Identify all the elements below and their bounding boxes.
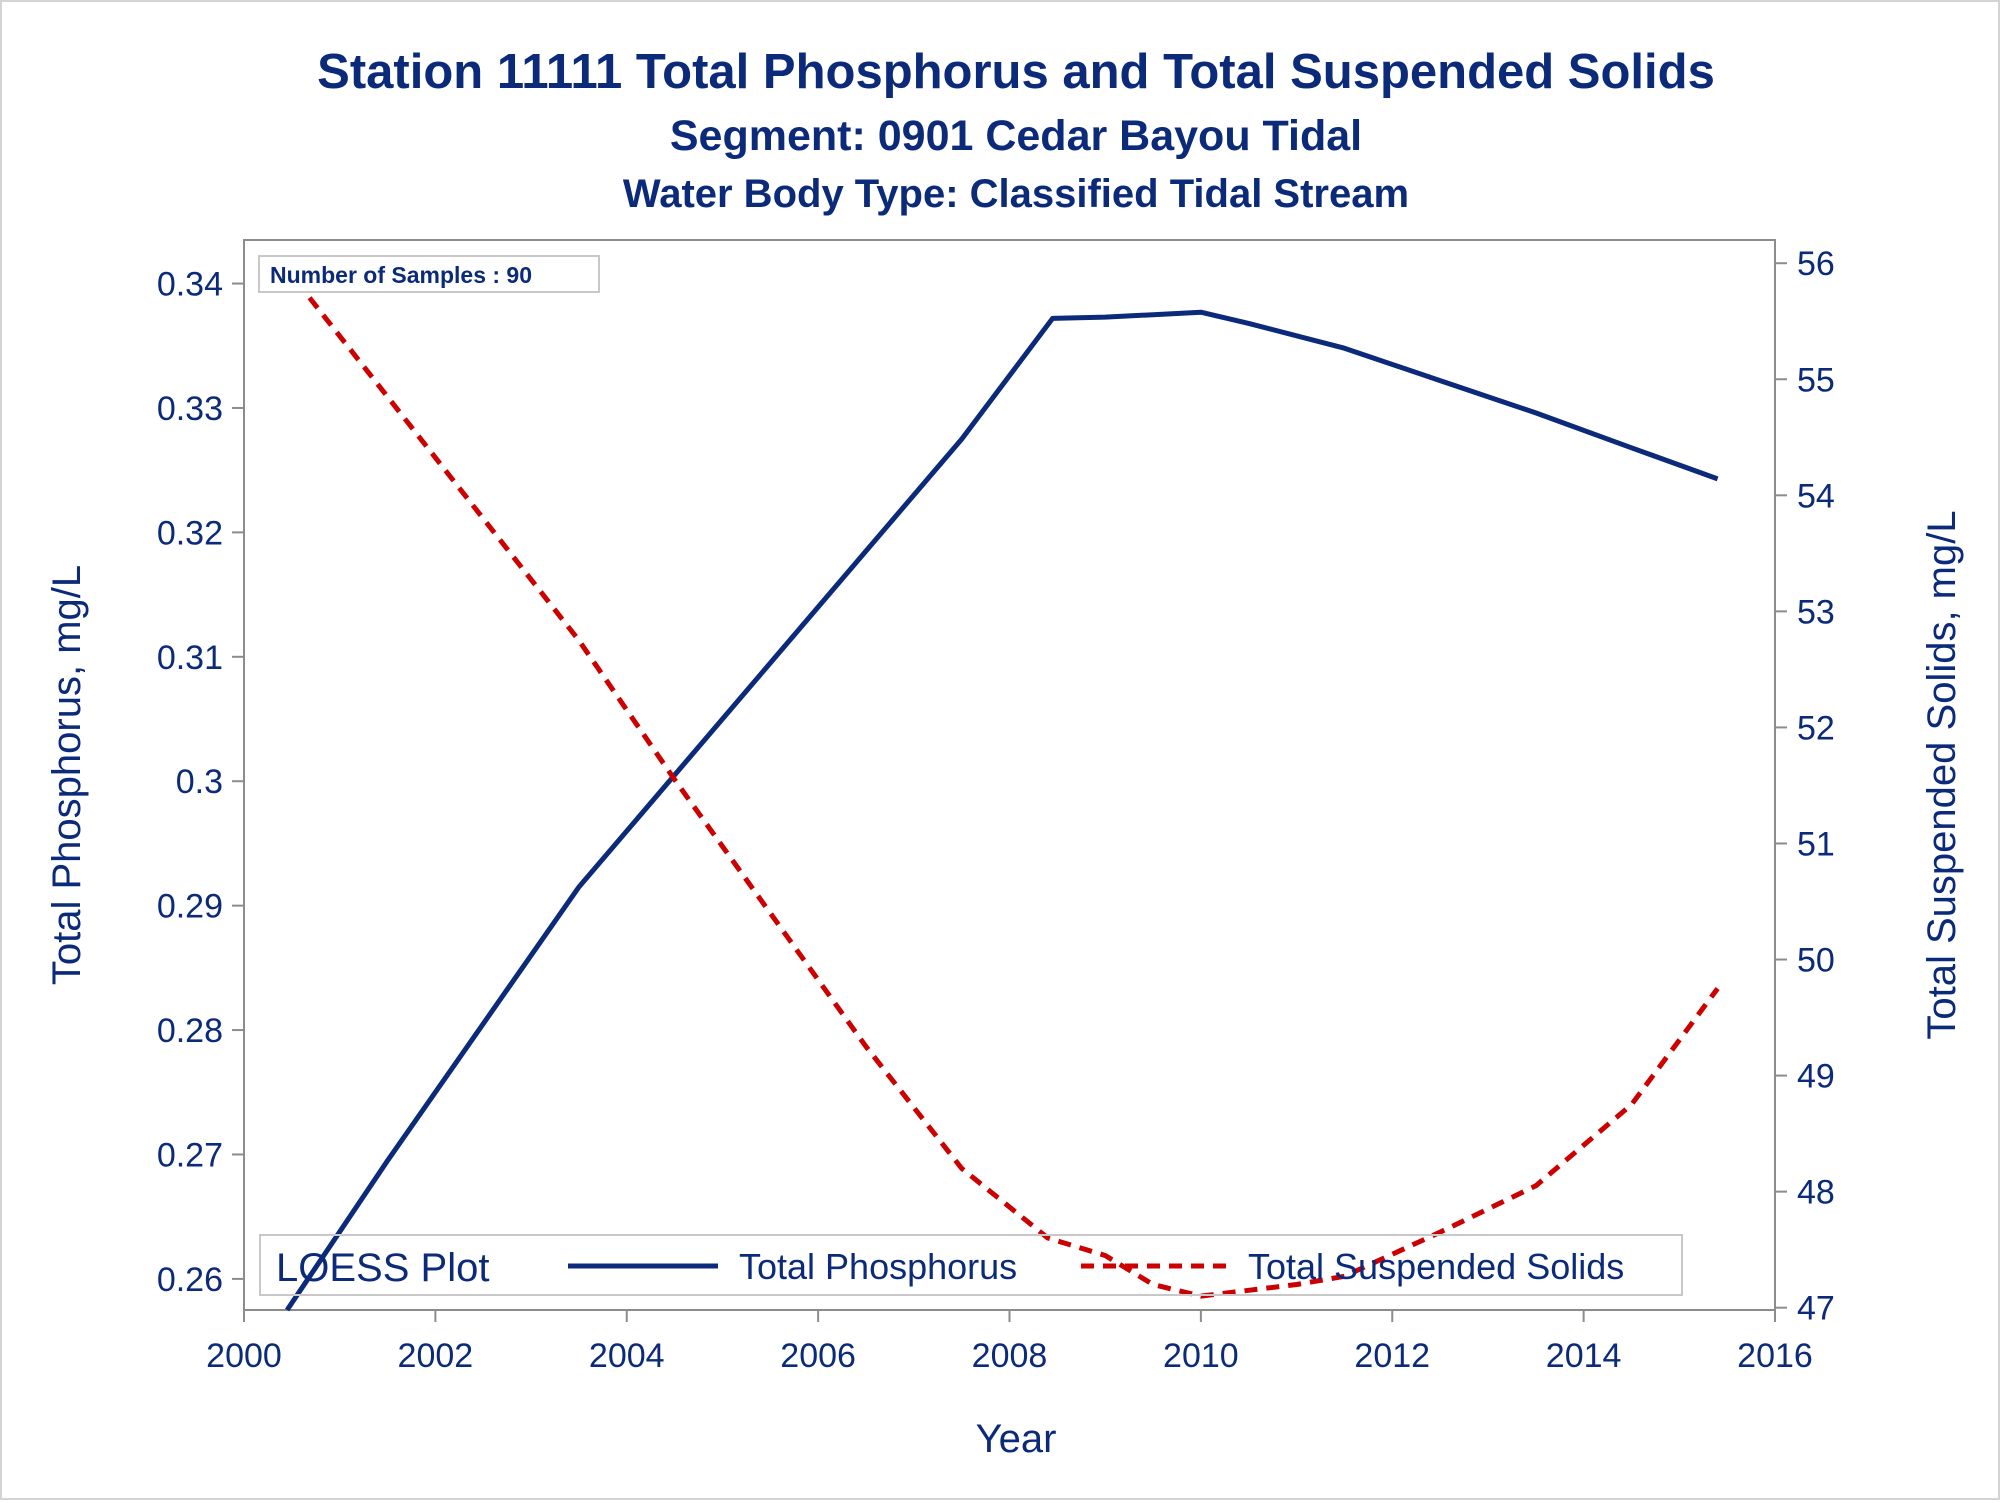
x-tick-label: 2008	[972, 1337, 1048, 1375]
series-layer	[280, 261, 1720, 1312]
y2-tick-label: 56	[1797, 245, 1835, 283]
series-line-total-phosphorus	[285, 309, 1719, 1312]
y2-tick-label: 51	[1797, 825, 1835, 863]
x-tick-label: 2006	[780, 1337, 856, 1375]
y-axis-right-title: Total Suspended Solids, mg/L	[1920, 510, 1964, 1039]
chart-subtitle-segment: Segment: 0901 Cedar Bayou Tidal	[670, 112, 1362, 160]
chart-subtitle-water-body: Water Body Type: Classified Tidal Stream	[623, 172, 1409, 216]
x-tick-label: 2012	[1354, 1337, 1430, 1375]
y2-tick-label: 48	[1797, 1174, 1835, 1212]
sample-count-box	[258, 255, 600, 293]
y2-tick-label: 54	[1797, 477, 1835, 515]
chart-title: Station 11111 Total Phosphorus and Total…	[317, 45, 1715, 99]
x-tick-label: 2002	[398, 1337, 474, 1375]
sample-count-note: Number of Samples : 90	[258, 255, 600, 293]
y-tick-label: 0.28	[157, 1012, 223, 1050]
x-axis: 2000 2002 2004 2006 2008 2010 2012 2014 2016	[206, 1310, 1813, 1375]
y-tick-label: 0.33	[157, 390, 223, 428]
y-tick-label: 0.27	[157, 1136, 223, 1174]
plot-area	[243, 239, 1776, 1311]
y-tick-label: 0.32	[157, 514, 223, 552]
y-tick-label: 0.34	[157, 266, 223, 304]
x-tick-label: 2014	[1546, 1337, 1622, 1375]
y2-tick-label: 47	[1797, 1290, 1835, 1328]
legend-label-phosphorus: Total Phosphorus	[739, 1246, 1017, 1287]
y-axis-left-title: Total Phosphorus, mg/L	[45, 565, 89, 985]
y2-tick-label: 53	[1797, 593, 1835, 631]
legend-label-tss: Total Suspended Solids	[1248, 1246, 1624, 1287]
y-tick-label: 0.3	[176, 763, 223, 801]
legend-title: LOESS Plot	[276, 1246, 489, 1290]
y2-tick-label: 50	[1797, 942, 1835, 980]
y2-tick-label: 52	[1797, 709, 1835, 747]
x-tick-label: 2010	[1163, 1337, 1239, 1375]
x-axis-title: Year	[976, 1417, 1057, 1461]
y2-tick-label: 49	[1797, 1058, 1835, 1096]
legend: LOESS Plot Total Phosphorus Total Suspen…	[259, 1234, 1683, 1296]
y-axis-right: 47 48 49 50 51 52 53 54 55 56	[1775, 245, 1835, 1328]
legend-box	[259, 1234, 1683, 1296]
x-tick-label: 2016	[1737, 1337, 1813, 1375]
y-tick-label: 0.31	[157, 639, 223, 677]
sample-count-text: Number of Samples : 90	[270, 262, 532, 288]
y-tick-label: 0.26	[157, 1261, 223, 1299]
y2-tick-label: 55	[1797, 361, 1835, 399]
x-tick-label: 2000	[206, 1337, 282, 1375]
y-axis-left: 0.26 0.27 0.28 0.29 0.3 0.31 0.32 0.33 0.34	[157, 266, 244, 1299]
x-tick-label: 2004	[589, 1337, 665, 1375]
series-line-total-suspended-solids	[280, 261, 1720, 1299]
y-tick-label: 0.29	[157, 888, 223, 926]
